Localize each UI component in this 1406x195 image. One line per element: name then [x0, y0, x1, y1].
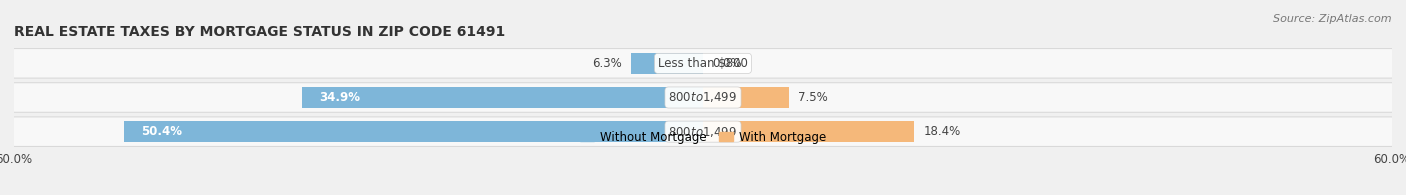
Text: 7.5%: 7.5% — [799, 91, 828, 104]
Bar — [703, 121, 914, 142]
Text: Source: ZipAtlas.com: Source: ZipAtlas.com — [1274, 14, 1392, 24]
Text: 6.3%: 6.3% — [592, 57, 621, 70]
Text: 18.4%: 18.4% — [924, 125, 960, 138]
Text: REAL ESTATE TAXES BY MORTGAGE STATUS IN ZIP CODE 61491: REAL ESTATE TAXES BY MORTGAGE STATUS IN … — [14, 25, 505, 39]
FancyBboxPatch shape — [14, 83, 1392, 112]
Bar — [302, 87, 703, 108]
Bar — [124, 121, 703, 142]
FancyBboxPatch shape — [14, 49, 1392, 78]
Text: 0.0%: 0.0% — [713, 57, 742, 70]
FancyBboxPatch shape — [14, 117, 1392, 146]
Text: 34.9%: 34.9% — [319, 91, 360, 104]
Bar — [703, 87, 789, 108]
Text: 50.4%: 50.4% — [142, 125, 183, 138]
Text: $800 to $1,499: $800 to $1,499 — [668, 125, 738, 139]
Text: $800 to $1,499: $800 to $1,499 — [668, 90, 738, 105]
Bar — [631, 53, 703, 74]
Legend: Without Mortgage, With Mortgage: Without Mortgage, With Mortgage — [575, 126, 831, 148]
Text: Less than $800: Less than $800 — [658, 57, 748, 70]
